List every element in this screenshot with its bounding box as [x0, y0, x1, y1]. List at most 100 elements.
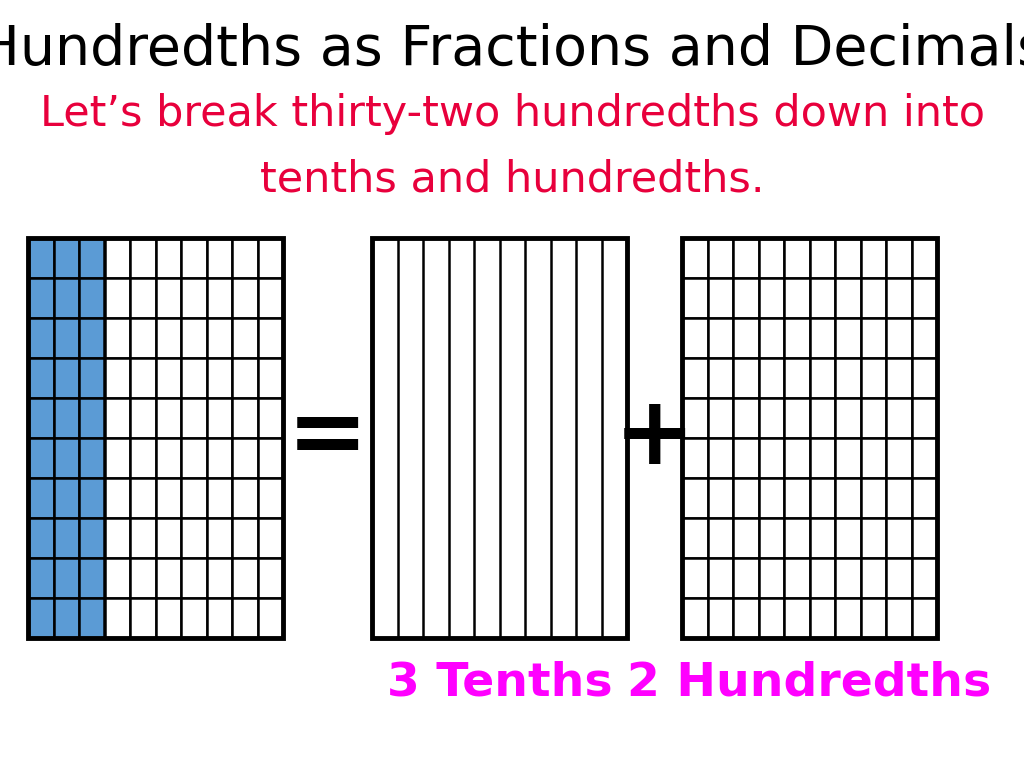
Bar [79, 278, 104, 318]
Bar [860, 398, 886, 438]
Bar [104, 358, 130, 398]
Bar [232, 278, 257, 318]
Bar [181, 478, 207, 518]
Bar [257, 598, 283, 638]
Bar [860, 278, 886, 318]
Bar [156, 278, 181, 318]
Bar [835, 558, 860, 598]
Bar [911, 598, 937, 638]
Bar [104, 478, 130, 518]
Bar [733, 398, 759, 438]
Bar [28, 478, 53, 518]
Bar [759, 438, 784, 478]
Bar [860, 438, 886, 478]
Bar [860, 598, 886, 638]
Bar [79, 398, 104, 438]
Bar [860, 518, 886, 558]
Bar [104, 398, 130, 438]
Bar [156, 478, 181, 518]
Bar [886, 518, 911, 558]
Bar [835, 318, 860, 358]
Bar [784, 518, 810, 558]
Text: 3 Tenths: 3 Tenths [387, 660, 612, 706]
Bar [733, 598, 759, 638]
Bar [784, 438, 810, 478]
Bar [886, 238, 911, 278]
Bar [759, 478, 784, 518]
Bar [911, 238, 937, 278]
Bar [53, 318, 79, 358]
Text: 2 Hundredths: 2 Hundredths [628, 660, 991, 706]
Bar [784, 278, 810, 318]
Bar [207, 558, 232, 598]
Bar [181, 598, 207, 638]
Bar [708, 358, 733, 398]
Bar [130, 598, 156, 638]
Bar [181, 438, 207, 478]
Bar [28, 318, 53, 358]
Bar [53, 438, 79, 478]
Bar [784, 238, 810, 278]
Text: +: + [613, 392, 695, 485]
Bar [784, 398, 810, 438]
Bar [257, 518, 283, 558]
Bar [835, 598, 860, 638]
Bar [130, 398, 156, 438]
Bar [886, 598, 911, 638]
Bar [130, 318, 156, 358]
Bar [886, 398, 911, 438]
Bar [207, 358, 232, 398]
Bar [104, 518, 130, 558]
Bar [682, 318, 708, 358]
Bar [860, 558, 886, 598]
Bar [232, 518, 257, 558]
Bar [181, 358, 207, 398]
Bar [784, 358, 810, 398]
Bar [181, 318, 207, 358]
Bar [708, 238, 733, 278]
Bar [886, 278, 911, 318]
Bar [733, 518, 759, 558]
Bar [835, 398, 860, 438]
Bar [733, 238, 759, 278]
Bar [911, 358, 937, 398]
Bar [759, 398, 784, 438]
Bar [886, 558, 911, 598]
Bar [860, 238, 886, 278]
Bar [733, 278, 759, 318]
Bar [79, 438, 104, 478]
Bar [28, 518, 53, 558]
Bar [207, 438, 232, 478]
Bar [733, 558, 759, 598]
Bar [708, 438, 733, 478]
Bar [682, 558, 708, 598]
Bar [860, 318, 886, 358]
Bar [835, 278, 860, 318]
Bar [911, 438, 937, 478]
Bar [181, 278, 207, 318]
Bar [682, 518, 708, 558]
Bar [257, 318, 283, 358]
Bar [733, 478, 759, 518]
Bar [156, 558, 181, 598]
Bar [810, 318, 835, 358]
Bar [207, 278, 232, 318]
Bar [759, 238, 784, 278]
Bar [207, 398, 232, 438]
Bar [810, 598, 835, 638]
Bar [257, 438, 283, 478]
Bar [708, 598, 733, 638]
Bar [708, 558, 733, 598]
Bar [130, 478, 156, 518]
Bar [682, 438, 708, 478]
Bar [130, 358, 156, 398]
Bar [759, 558, 784, 598]
Bar [156, 438, 181, 478]
Bar [810, 358, 835, 398]
Bar [759, 518, 784, 558]
Bar [911, 518, 937, 558]
Bar [156, 598, 181, 638]
Bar [257, 558, 283, 598]
Bar [911, 278, 937, 318]
Bar [682, 278, 708, 318]
